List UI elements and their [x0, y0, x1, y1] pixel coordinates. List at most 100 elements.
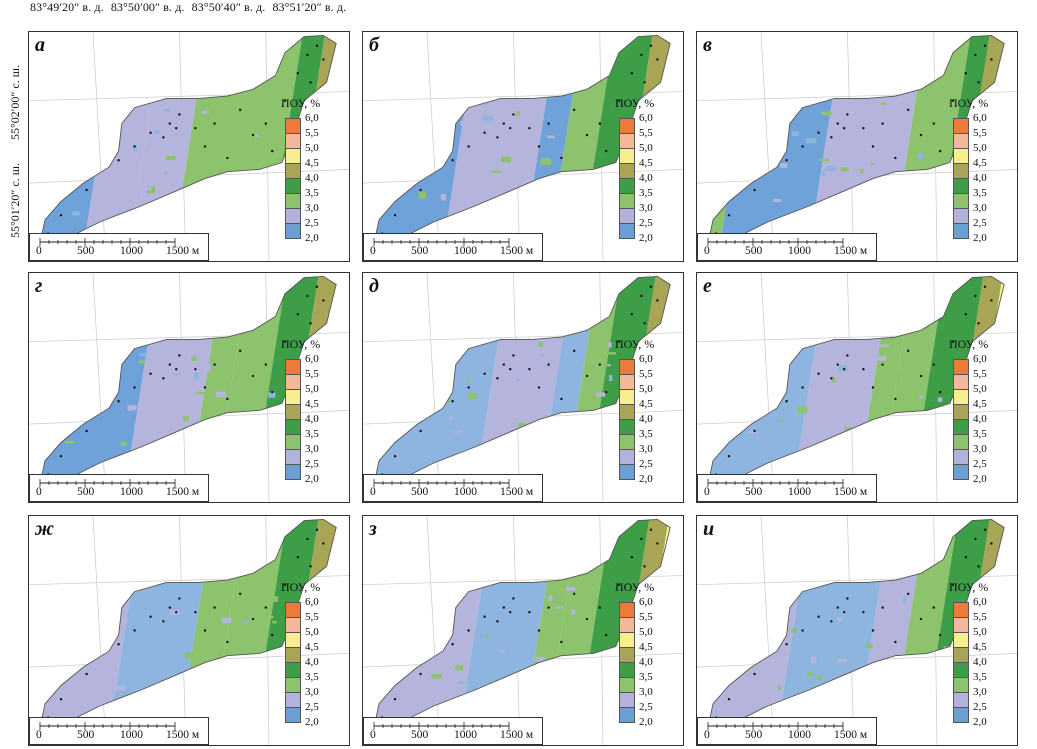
scale-label: 1500 м [500, 245, 534, 257]
zone-patch [173, 372, 181, 376]
sample-point [315, 285, 319, 288]
sample-point [528, 126, 531, 130]
sample-point [785, 159, 788, 162]
zone-patch [394, 400, 400, 408]
sample-point [894, 640, 897, 644]
zone-patch [200, 117, 206, 123]
legend-tick-label: 3,0 [639, 202, 653, 214]
zone-patch [417, 598, 423, 605]
zone-patch [842, 447, 848, 453]
sample-point [881, 363, 884, 366]
zone-patch [428, 608, 434, 616]
zone-patch [916, 152, 923, 159]
sample-point [178, 354, 181, 357]
sample-point [509, 126, 512, 130]
sample-point [894, 397, 897, 401]
legend-scale: 6,0 5,5 5,0 4,5 4,0 3,5 3,0 2,5 2,0 [611, 597, 681, 728]
zone-patch [535, 656, 546, 662]
sample-point [843, 126, 846, 130]
legend-swatch [285, 662, 301, 678]
sample-point [537, 145, 541, 148]
zone-patch [449, 708, 458, 714]
lake-map [29, 273, 349, 502]
zone-patch [606, 364, 611, 367]
legend-tick-label: 4,5 [973, 157, 987, 169]
zone-patch [881, 102, 886, 106]
sample-point [974, 537, 977, 541]
zone-patch [222, 446, 232, 453]
zone-patch [748, 646, 757, 651]
scale-ruler [707, 479, 844, 487]
zone-patch [877, 356, 887, 361]
sample-point [283, 583, 287, 586]
sample-point [617, 99, 621, 102]
scale-label: 1500 м [166, 245, 200, 257]
legend-scale: 6,0 5,5 5,0 4,5 4,0 3,5 3,0 2,5 2,0 [277, 354, 347, 485]
legend-tick-label: 6,0 [305, 596, 319, 608]
zone-patch [606, 352, 617, 355]
sample-point [226, 397, 229, 401]
legend: ПОУ, % 6,0 5,5 5,0 4,5 4,0 3,5 3,0 2,5 2,0 [611, 580, 681, 728]
zone-patch [191, 356, 197, 362]
legend-tick-label: 2,5 [305, 701, 319, 713]
legend-tick-label: 4,5 [305, 157, 319, 169]
legend-swatch [953, 647, 969, 663]
panel-label: д [369, 275, 379, 297]
legend-tick-label: 5,5 [305, 127, 319, 139]
legend-tick-label: 5,0 [973, 626, 987, 638]
scale-bar: 0 500 1000 1500 м [363, 474, 543, 502]
zone-patch [926, 584, 935, 588]
sample-point [149, 615, 152, 618]
sample-point [393, 698, 397, 701]
sample-point [59, 214, 63, 217]
zone-patch [164, 171, 169, 175]
sample-point [830, 136, 833, 139]
legend-swatch [285, 148, 301, 164]
sample-point [977, 81, 980, 84]
sample-point [846, 597, 849, 600]
legend: ПОУ, % 6,0 5,5 5,0 4,5 4,0 3,5 3,0 2,5 2,0 [945, 580, 1015, 728]
legend-tick-label: 5,5 [973, 368, 987, 380]
legend-tick-label: 2,5 [305, 458, 319, 470]
scale-label: 1500 м [500, 486, 534, 498]
zone-patch [179, 444, 188, 448]
zone-band [708, 276, 827, 493]
zone-patch [449, 416, 453, 420]
zone-patch [547, 438, 557, 445]
zone-patch [819, 158, 830, 162]
sample-point [894, 156, 897, 160]
zone-band [717, 35, 843, 252]
legend-tick-label: 5,0 [305, 383, 319, 395]
sample-point [547, 363, 550, 366]
legend-swatch [619, 707, 635, 723]
legend-tick-label: 2,0 [973, 716, 987, 728]
scale-label: 1000 [788, 245, 811, 257]
legend-tick-label: 2,0 [639, 232, 653, 244]
sample-point [598, 363, 601, 366]
sample-point [296, 313, 299, 316]
legend-swatch [953, 434, 969, 450]
legend-swatch [285, 389, 301, 405]
zone-patch [919, 395, 924, 399]
graticule-line [760, 273, 775, 502]
legend-tick-label: 4,5 [639, 398, 653, 410]
legend-swatch [285, 464, 301, 480]
sample-point [306, 537, 309, 541]
scale-label: 0 [370, 245, 376, 257]
zone-patch [604, 177, 610, 182]
scale-ruler [39, 722, 176, 730]
sample-point [309, 322, 312, 325]
legend-title: ПОУ, % [615, 580, 655, 594]
sample-point [175, 367, 178, 371]
legend-tick-label: 3,0 [973, 202, 987, 214]
scale-label: 1500 м [166, 729, 200, 741]
legend-tick-label: 5,5 [973, 611, 987, 623]
scale-bar: 0 500 1000 1500 м [697, 717, 877, 745]
legend-tick-label: 4,0 [639, 656, 653, 668]
zone-patch [460, 120, 471, 126]
sample-point [178, 597, 181, 600]
legend-title: ПОУ, % [281, 337, 321, 351]
sample-point [502, 122, 505, 125]
sample-point [649, 44, 653, 47]
sample-point [168, 606, 171, 609]
